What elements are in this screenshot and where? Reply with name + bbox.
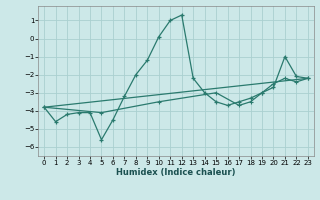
X-axis label: Humidex (Indice chaleur): Humidex (Indice chaleur) <box>116 168 236 177</box>
